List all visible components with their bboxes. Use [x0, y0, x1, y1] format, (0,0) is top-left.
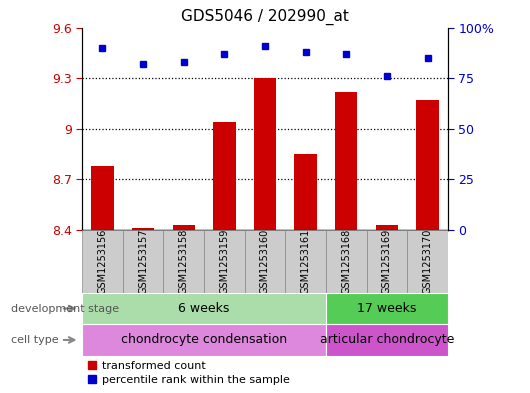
Text: 6 weeks: 6 weeks [179, 302, 229, 315]
Bar [204, 230, 245, 293]
Text: GSM1253168: GSM1253168 [341, 229, 351, 294]
Bar [295, 154, 317, 230]
Text: GSM1253161: GSM1253161 [301, 229, 311, 294]
Bar [376, 225, 398, 230]
Bar [326, 324, 448, 356]
Text: GSM1253160: GSM1253160 [260, 229, 270, 294]
Bar [407, 230, 448, 293]
Bar [213, 122, 235, 230]
Bar [173, 225, 195, 230]
Text: GSM1253158: GSM1253158 [179, 229, 189, 294]
Text: articular chondrocyte: articular chondrocyte [320, 333, 454, 347]
Text: GSM1253159: GSM1253159 [219, 229, 229, 294]
Bar [82, 324, 326, 356]
Text: GSM1253170: GSM1253170 [422, 229, 432, 294]
Text: GSM1253157: GSM1253157 [138, 229, 148, 294]
Bar [326, 230, 367, 293]
Bar [163, 230, 204, 293]
Title: GDS5046 / 202990_at: GDS5046 / 202990_at [181, 9, 349, 25]
Legend: transformed count, percentile rank within the sample: transformed count, percentile rank withi… [87, 361, 290, 385]
Bar [82, 230, 123, 293]
Text: cell type: cell type [11, 335, 58, 345]
Bar [285, 230, 326, 293]
Text: chondrocyte condensation: chondrocyte condensation [121, 333, 287, 347]
Bar [123, 230, 163, 293]
Bar [367, 230, 407, 293]
Text: GSM1253156: GSM1253156 [98, 229, 108, 294]
Bar [82, 293, 326, 324]
Bar [245, 230, 285, 293]
Bar [335, 92, 357, 230]
Bar [132, 228, 154, 230]
Bar [91, 166, 113, 230]
Text: 17 weeks: 17 weeks [357, 302, 417, 315]
Text: GSM1253169: GSM1253169 [382, 229, 392, 294]
Text: development stage: development stage [11, 303, 119, 314]
Bar [326, 293, 448, 324]
Bar [254, 78, 276, 230]
Bar [417, 100, 439, 230]
